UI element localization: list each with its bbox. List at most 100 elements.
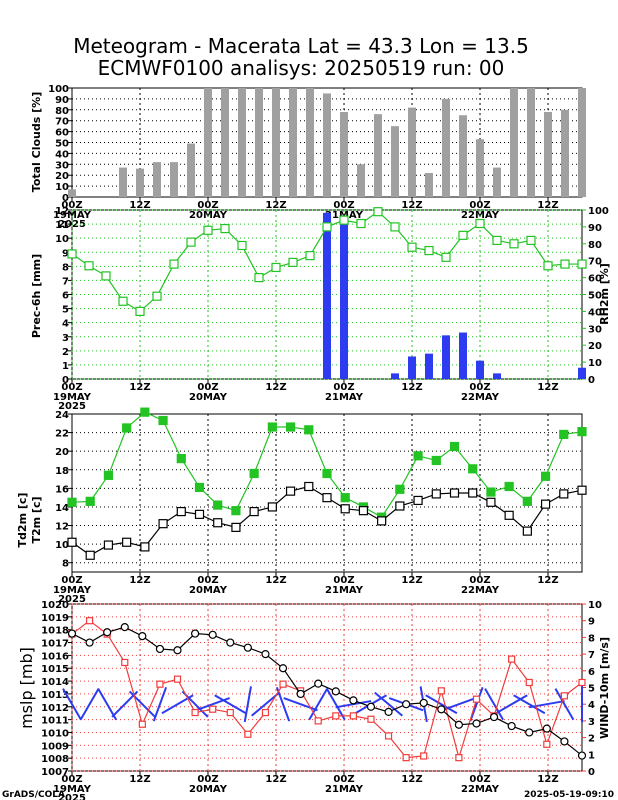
t2m-point — [431, 455, 441, 466]
t2m-point — [85, 496, 95, 506]
temp-xtick-label: 00Z — [61, 575, 82, 586]
t2m-point — [140, 407, 150, 417]
mslp-ytick-label: 1009 — [41, 741, 69, 752]
mslp-ytick-label: 1010 — [41, 728, 69, 739]
mslp-point — [138, 632, 147, 641]
wind-point — [332, 712, 340, 720]
cloud-bar — [306, 88, 314, 197]
mslp-xtick-label: 12Z — [129, 774, 150, 785]
cloud-bar — [425, 173, 433, 197]
rh-point — [186, 237, 196, 247]
mslp-rtick-label: 8 — [588, 633, 595, 644]
cloud-bar — [459, 115, 467, 197]
mslp-rtick-label: 0 — [588, 767, 595, 778]
mslp-rtick-label: 5 — [588, 684, 595, 695]
cloud-bar — [289, 88, 297, 197]
precip-rtick-label: 0 — [588, 375, 595, 386]
precip-date-label: 22MAY — [461, 392, 500, 403]
mslp-point — [278, 664, 288, 673]
precip-rtick-label: 90 — [588, 223, 602, 234]
clouds-ytick-label: 0 — [62, 193, 69, 204]
rh-point — [560, 259, 570, 269]
mslp-ytick-label: 1018 — [41, 626, 69, 637]
clouds-xtick-label: 00Z — [333, 200, 354, 211]
mslp-ylabel: mslp [mb] — [17, 647, 36, 729]
precip-xtick-label: 12Z — [537, 382, 558, 393]
footer-right: 2025-05-19-09:10 — [524, 790, 614, 800]
precip-year-label: 2025 — [58, 401, 86, 412]
rh-point — [101, 271, 111, 281]
td2m-point — [486, 497, 496, 507]
precip-rtick-label: 60 — [588, 274, 602, 285]
mslp-point — [208, 630, 217, 639]
mslp-point — [542, 724, 551, 733]
wind-point — [578, 678, 586, 687]
mslp-point — [454, 720, 463, 729]
precip-xtick-label: 12Z — [401, 382, 422, 393]
wind-point — [543, 740, 551, 748]
mslp-point — [331, 687, 340, 696]
wind-barb — [469, 686, 484, 722]
td2m-point — [249, 506, 259, 517]
cloud-bar — [170, 162, 178, 197]
wind-barb — [554, 688, 575, 721]
mslp-point — [577, 751, 587, 760]
rh-point — [543, 261, 553, 271]
td2m-point — [413, 495, 423, 506]
t2m-point — [540, 471, 551, 481]
rh-point — [475, 218, 485, 229]
clouds-ytick-label: 90 — [55, 95, 69, 106]
precip-xtick-label: 12Z — [129, 382, 150, 393]
mslp-xtick-label: 12Z — [265, 774, 286, 785]
precip-xtick-label: 00Z — [197, 382, 218, 393]
mslp-date-label: 21MAY — [325, 784, 364, 795]
mslp-ytick-label: 1011 — [41, 716, 69, 727]
wind-barb — [484, 688, 504, 721]
t2m-point — [213, 500, 223, 510]
clouds-ytick-label: 10 — [55, 182, 69, 193]
precip-ytick-label: 11 — [55, 220, 69, 231]
temp-xtick-label: 12Z — [401, 575, 422, 586]
cloud-bar — [255, 88, 263, 197]
cloud-bar — [578, 88, 586, 197]
wind-point — [209, 705, 217, 713]
wind-point — [384, 732, 393, 740]
mslp-point — [349, 696, 358, 705]
rh-point — [84, 261, 94, 271]
precip-ytick-label: 9 — [62, 248, 69, 259]
clouds-ytick-label: 30 — [55, 160, 69, 171]
mslp-rtick-label: 1 — [588, 750, 595, 761]
wind-barb — [152, 686, 168, 722]
rh-point — [220, 223, 230, 234]
precip-rtick-label: 80 — [588, 240, 602, 251]
mslp-point — [489, 712, 499, 722]
precip-ytick-label: 12 — [55, 206, 69, 217]
clouds-ytick-label: 40 — [55, 149, 69, 160]
precip-ytick-label: 0 — [62, 375, 69, 386]
temp-date-label: 22MAY — [461, 585, 500, 596]
rh-point — [356, 218, 366, 229]
mslp-rtick-label: 4 — [588, 700, 595, 711]
temp-date-label: 21MAY — [325, 585, 364, 596]
wind-point — [244, 730, 252, 738]
precip-ytick-label: 10 — [55, 234, 69, 245]
t2m-point — [559, 429, 569, 440]
precip-date-label: 21MAY — [325, 392, 364, 403]
temp-ytick-label: 8 — [62, 559, 69, 570]
rh-ylabel: RH2m [%] — [598, 263, 611, 325]
mslp-xtick-label: 00Z — [333, 774, 354, 785]
mslp-point — [525, 728, 534, 737]
rh-point — [339, 215, 349, 225]
clouds-ytick-label: 50 — [55, 139, 69, 150]
mslp-rtick-label: 10 — [588, 600, 602, 611]
temp-xtick-label: 12Z — [129, 575, 150, 586]
rh-point — [526, 235, 536, 246]
cloud-bar — [527, 88, 535, 197]
precip-xtick-label: 00Z — [469, 382, 490, 393]
wind-point — [173, 675, 182, 683]
mslp-rtick-label: 3 — [588, 717, 595, 728]
clouds-ytick-label: 80 — [55, 106, 69, 117]
temp-xtick-label: 00Z — [469, 575, 490, 586]
t2m-point — [486, 487, 496, 497]
td2m-point — [540, 499, 551, 509]
